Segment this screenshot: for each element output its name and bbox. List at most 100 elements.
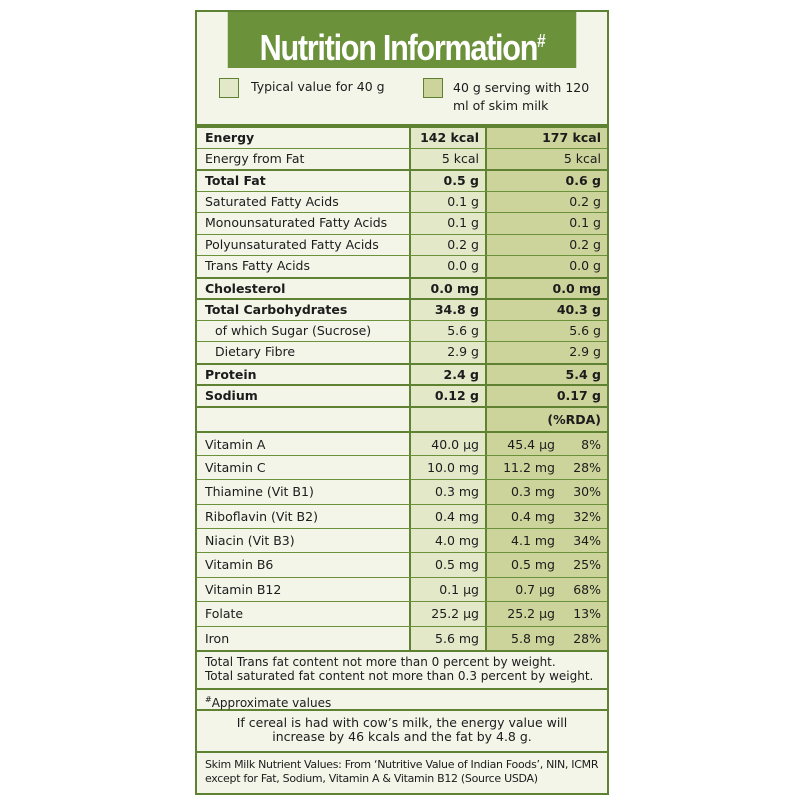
rda-value: 32% — [573, 508, 601, 524]
vitamin-row: Vitamin A 40.0 µg 45.4 µg 8% — [197, 430, 607, 455]
value-serving: 5 kcal — [485, 148, 607, 169]
vitamin-row: Vitamin B6 0.5 mg 0.5 mg 25% — [197, 552, 607, 577]
nutrient-row: Dietary Fibre 2.9 g 2.9 g — [197, 341, 607, 363]
vitamin-row: Vitamin B12 0.1 µg 0.7 µg 68% — [197, 576, 607, 602]
value-serving: 177 kcal — [485, 128, 607, 148]
value-typical: 0.3 mg — [409, 480, 485, 504]
value-typical: 2.9 g — [409, 342, 485, 363]
rda-value: 30% — [573, 484, 601, 500]
vitamin-row: Riboflavin (Vit B2) 0.4 mg 0.4 mg 32% — [197, 503, 607, 529]
vitamin-row: Iron 5.6 mg 5.8 mg 28% — [197, 625, 607, 651]
vitamin-row: Vitamin C 10.0 mg 11.2 mg 28% — [197, 454, 607, 480]
nutrient-label: Dietary Fibre — [215, 344, 296, 359]
value-serving: 0.4 mg — [511, 508, 555, 524]
value-serving: 11.2 mg — [503, 459, 555, 475]
value-serving-cell: 25.2 µg 13% — [485, 602, 607, 626]
rda-value: 34% — [573, 533, 601, 549]
value-typical: 2.4 g — [409, 364, 485, 384]
value-serving: 0.0 g — [485, 256, 607, 277]
value-typical: 0.0 g — [409, 256, 485, 277]
rda-value: 8% — [581, 436, 601, 452]
nutrient-row: Energy from Fat 5 kcal 5 kcal — [197, 147, 607, 169]
legend: Typical value for 40 g 40 g serving with… — [197, 68, 607, 126]
value-typical: 5.6 g — [409, 320, 485, 341]
vitamin-label: Iron — [205, 630, 230, 646]
value-serving: 45.4 µg — [507, 436, 555, 452]
cow-milk-note: If cereal is had with cow’s milk, the en… — [197, 709, 607, 751]
value-typical: 5.6 mg — [409, 626, 485, 651]
nutrient-row: Sodium 0.12 g 0.17 g — [197, 384, 607, 406]
nutrient-row: Saturated Fatty Acids 0.1 g 0.2 g — [197, 190, 607, 212]
vitamin-label: Vitamin B6 — [205, 557, 274, 573]
nutrient-label: Energy from Fat — [205, 150, 305, 166]
value-serving: 5.8 mg — [511, 630, 555, 646]
vitamin-row: Thiamine (Vit B1) 0.3 mg 0.3 mg 30% — [197, 479, 607, 504]
nutrient-row: of which Sugar (Sucrose) 5.6 g 5.6 g — [197, 319, 607, 341]
value-serving: 5.6 g — [485, 320, 607, 341]
swatch — [219, 78, 239, 98]
value-typical: 0.2 g — [409, 234, 485, 255]
vitamin-row: Folate 25.2 µg 25.2 µg 13% — [197, 601, 607, 626]
vitamin-label: Folate — [205, 606, 244, 622]
vitamin-label: Vitamin C — [205, 459, 266, 475]
value-typical: 0.1 g — [409, 213, 485, 234]
vitamin-label: Vitamin B12 — [205, 581, 282, 597]
rda-value: 68% — [573, 581, 601, 597]
note-text: Approximate values — [211, 696, 332, 711]
rda-value: 28% — [573, 630, 601, 646]
value-typical: 10.0 mg — [409, 455, 485, 480]
value-serving-cell: 0.5 mg 25% — [485, 553, 607, 577]
nutrient-label: Energy — [205, 130, 255, 145]
approx-note: #Approximate values — [197, 688, 607, 711]
fat-notes: Total Trans fat content not more than 0 … — [197, 650, 607, 688]
value-typical: 142 kcal — [409, 128, 485, 148]
note-text: Total Trans fat content not more than 0 … — [205, 655, 556, 670]
value-serving-cell: 11.2 mg 28% — [485, 455, 607, 480]
nutrient-row: Monounsaturated Fatty Acids 0.1 g 0.1 g — [197, 212, 607, 234]
value-typical: 0.0 mg — [409, 278, 485, 298]
value-serving: 0.7 µg — [515, 581, 555, 597]
value-serving: 5.4 g — [485, 364, 607, 384]
nutrient-label: Protein — [205, 366, 257, 382]
nutrient-row: Energy 142 kcal 177 kcal — [197, 126, 607, 148]
value-typical: 25.2 µg — [409, 602, 485, 626]
value-typical: 4.0 mg — [409, 529, 485, 553]
nutrition-panel: Nutrition Information # Typical value for… — [195, 10, 609, 795]
value-typical: 34.8 g — [409, 300, 485, 320]
nutrient-row: Total Carbohydrates 34.8 g 40.3 g — [197, 298, 607, 320]
value-serving: 25.2 µg — [507, 606, 555, 622]
nutrient-row: Protein 2.4 g 5.4 g — [197, 362, 607, 384]
blank — [409, 407, 485, 431]
legend-text: 40 g serving with 120 ml of skim milk — [453, 80, 590, 113]
value-typical: 40.0 µg — [409, 432, 485, 455]
nutrient-label: Trans Fatty Acids — [205, 258, 311, 273]
value-typical: 0.1 µg — [409, 577, 485, 602]
nutrient-row: Trans Fatty Acids 0.0 g 0.0 g — [197, 255, 607, 277]
rda-header: (%RDA) — [485, 407, 607, 431]
value-serving-cell: 4.1 mg 34% — [485, 529, 607, 553]
nutrient-label: Saturated Fatty Acids — [205, 193, 339, 209]
approx-mark: # — [205, 695, 212, 705]
nutrient-label: Polyunsaturated Fatty Acids — [205, 236, 379, 252]
nutrient-row: Cholesterol 0.0 mg 0.0 mg — [197, 276, 607, 298]
value-typical: 0.4 mg — [409, 504, 485, 529]
nutrient-row: Total Fat 0.5 g 0.6 g — [197, 169, 607, 191]
value-serving: 0.2 g — [485, 191, 607, 212]
vitamin-label: Riboflavin (Vit B2) — [205, 508, 318, 524]
value-typical: 5 kcal — [409, 148, 485, 169]
value-typical: 0.5 mg — [409, 553, 485, 577]
rda-value: 25% — [573, 557, 601, 573]
legend-text: Typical value for 40 g — [251, 79, 385, 94]
vitamin-label: Vitamin A — [205, 436, 266, 452]
value-serving: 0.17 g — [485, 386, 607, 406]
nutrient-label: Sodium — [205, 388, 258, 403]
title: Nutrition Information — [259, 27, 539, 68]
nutrient-label: Monounsaturated Fatty Acids — [205, 215, 388, 230]
vitamin-row: Niacin (Vit B3) 4.0 mg 4.1 mg 34% — [197, 528, 607, 553]
value-serving: 0.5 mg — [511, 557, 555, 573]
value-typical: 0.1 g — [409, 191, 485, 212]
rda-value: 13% — [573, 606, 601, 622]
value-serving: 0.0 mg — [485, 278, 607, 298]
value-serving-cell: 0.4 mg 32% — [485, 504, 607, 529]
value-serving-cell: 0.7 µg 68% — [485, 577, 607, 602]
